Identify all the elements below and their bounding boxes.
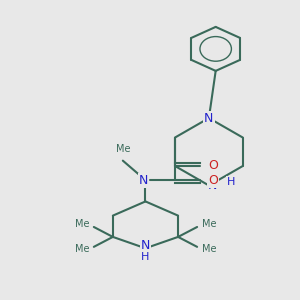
Text: H: H [227, 177, 236, 187]
Text: N: N [204, 112, 214, 124]
Text: H: H [141, 252, 150, 262]
Text: N: N [139, 174, 148, 187]
Text: Me: Me [202, 220, 216, 230]
Text: Me: Me [116, 144, 130, 154]
Text: Me: Me [202, 244, 216, 254]
Text: Me: Me [75, 244, 89, 254]
Text: O: O [208, 160, 218, 172]
Text: N: N [208, 179, 217, 192]
Text: N: N [141, 239, 150, 252]
Text: O: O [208, 174, 218, 187]
Text: Me: Me [75, 220, 89, 230]
